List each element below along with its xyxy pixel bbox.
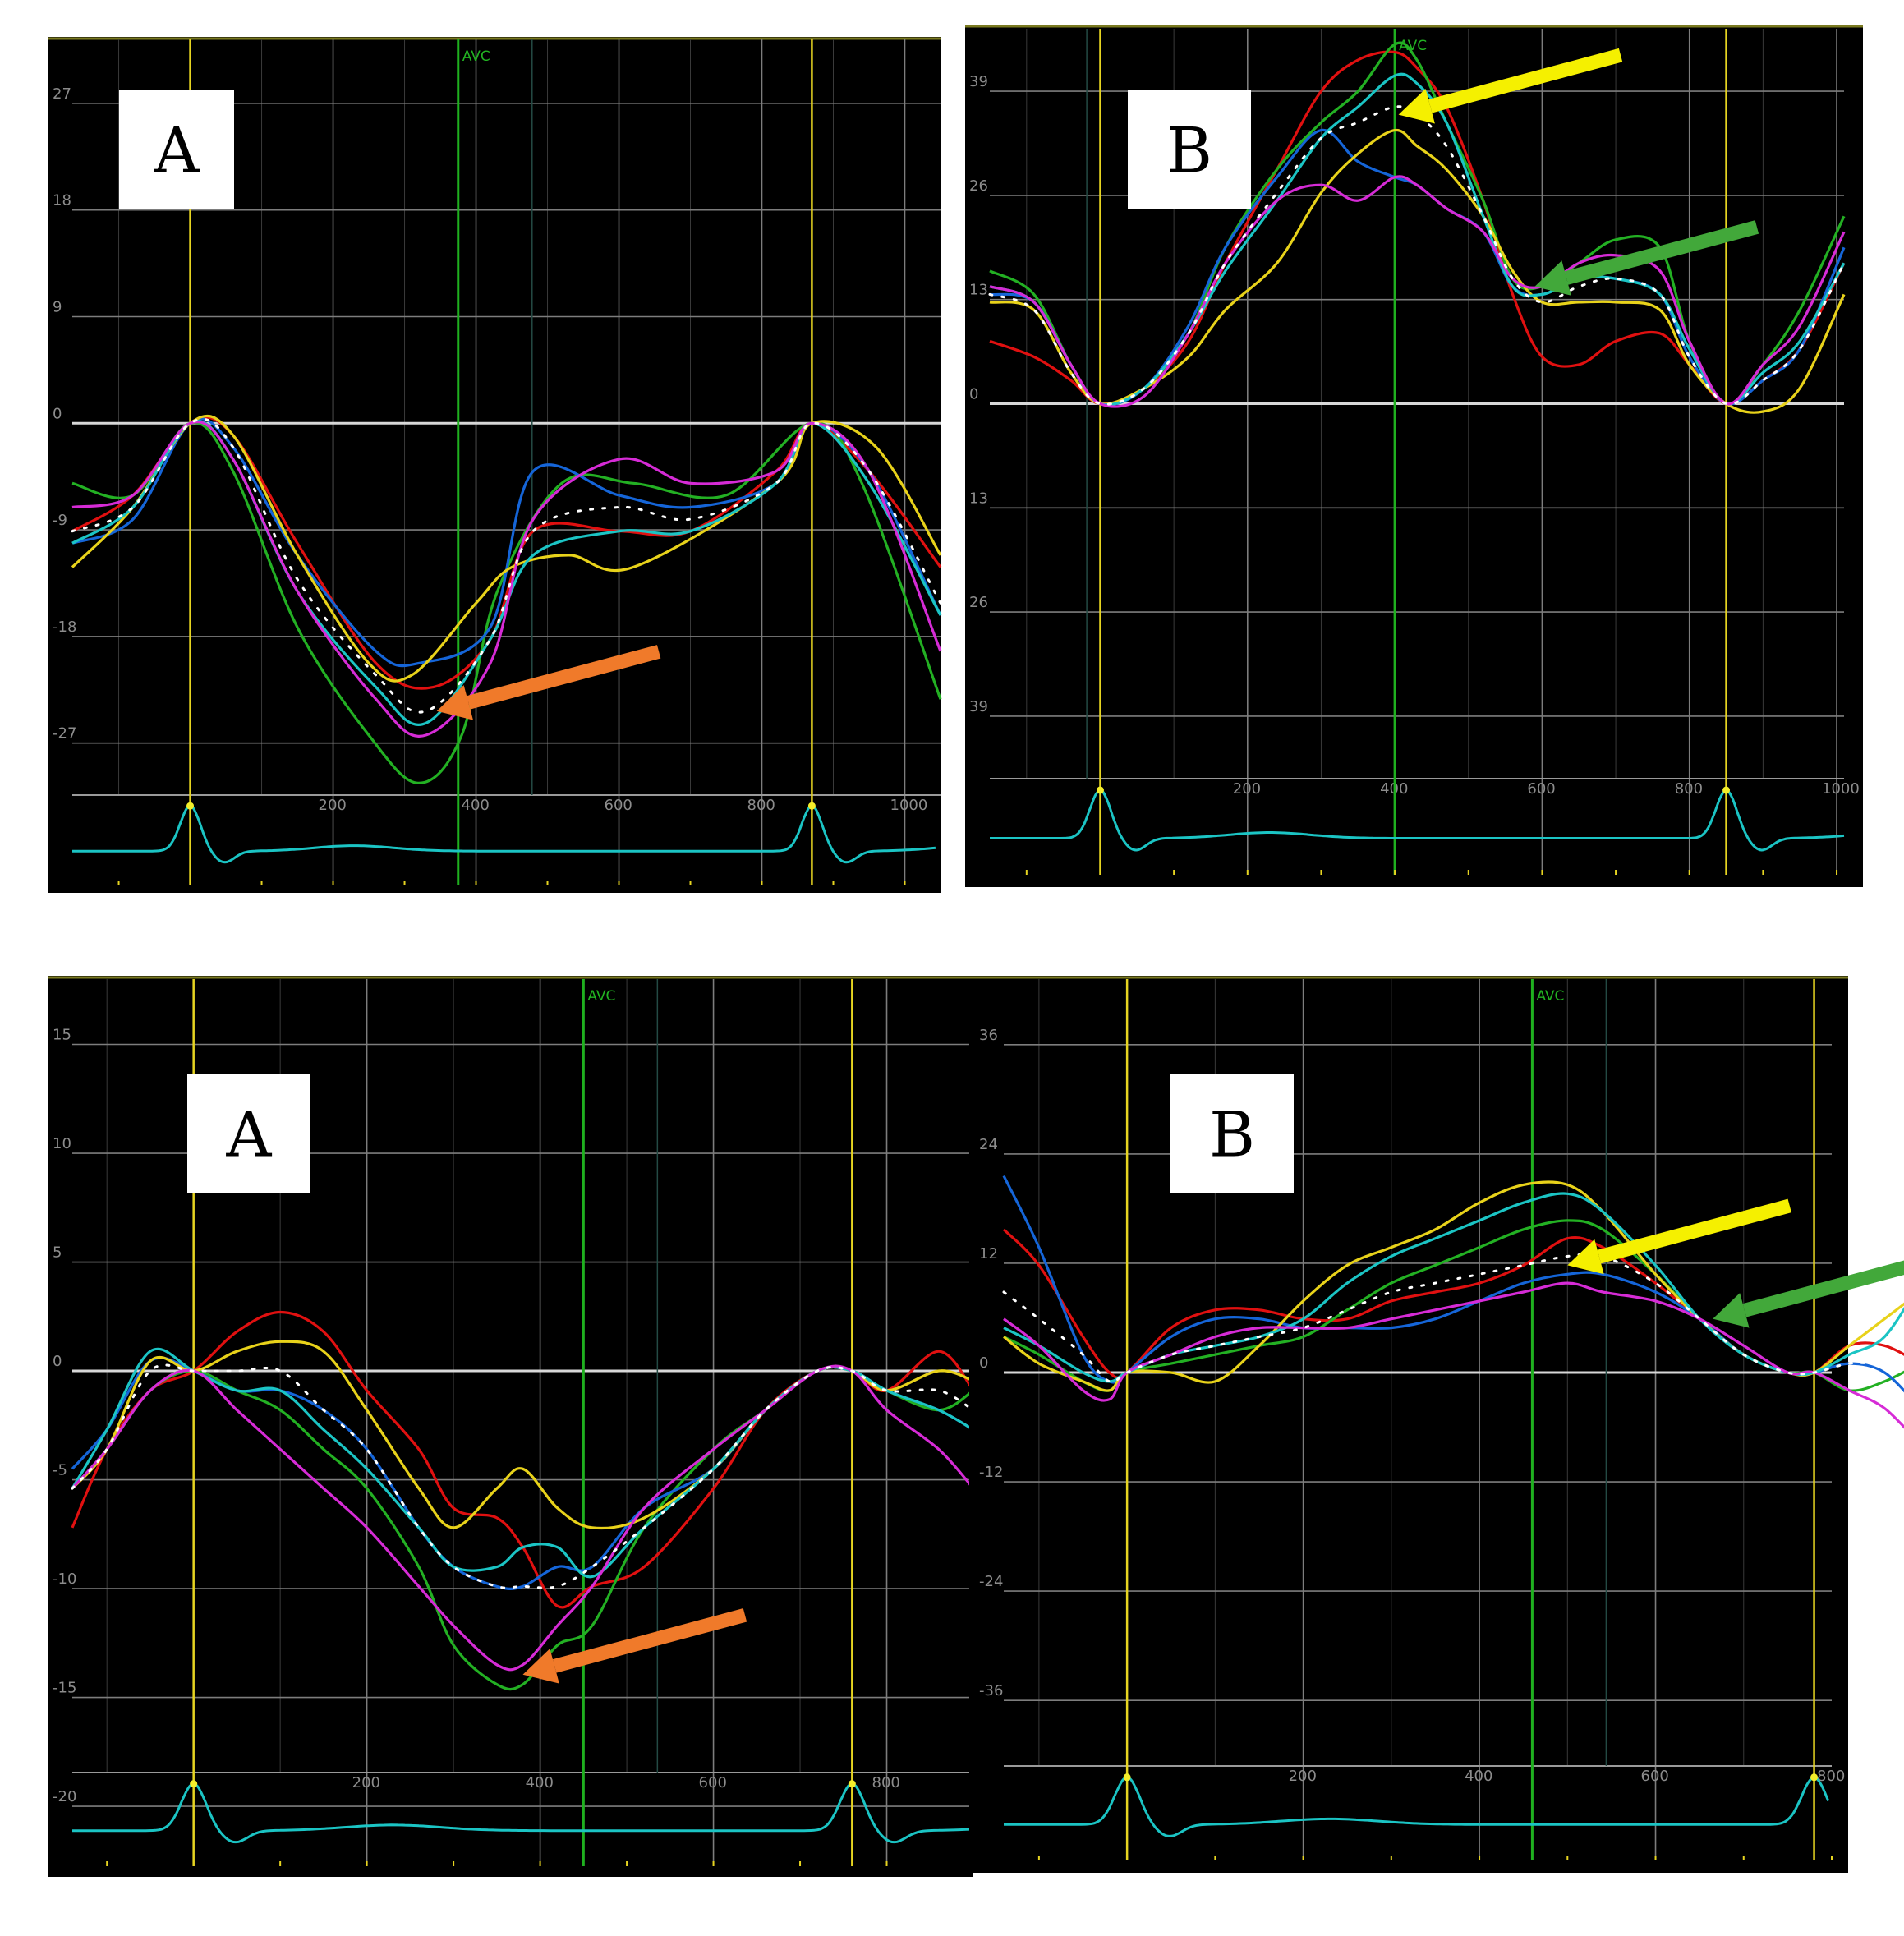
y-tick-label: -12 — [979, 1464, 1003, 1481]
y-tick-label: 39 — [969, 698, 988, 715]
y-tick-label: 0 — [53, 1353, 62, 1370]
x-tick-label: 200 — [319, 797, 347, 814]
x-tick-label: 200 — [1289, 1768, 1317, 1785]
panel-label-box — [1128, 90, 1251, 209]
panel-label-box — [187, 1074, 310, 1193]
x-tick-label: 800 — [1675, 780, 1703, 798]
x-tick-label: 600 — [1527, 780, 1555, 798]
yellow-arrow-head — [1567, 1239, 1604, 1275]
orange-arrow-shaft — [467, 645, 661, 710]
panel-label: B — [1166, 114, 1212, 187]
x-tick-label: 400 — [1465, 1768, 1492, 1785]
y-tick-label: -5 — [53, 1462, 67, 1479]
series-average-line — [988, 105, 1846, 406]
green-arrow-shaft — [1564, 220, 1759, 285]
y-tick-label: 9 — [53, 298, 62, 315]
chart-panel-bottom-left: 15 10 5 0 -5 -10 -15 -20 200 400 600 800 AVC A — [48, 976, 975, 1877]
avc-label: AVC — [1536, 988, 1564, 1005]
y-tick-label: 26 — [969, 594, 988, 611]
chart-panel-bottom-right: 36 24 12 0 -12 -24 -36 200 400 600 800 AVC B — [969, 976, 1904, 1873]
y-tick-label: 27 — [53, 85, 71, 103]
orange-arrow-head — [436, 685, 474, 720]
panel-label: B — [1209, 1098, 1255, 1171]
y-tick-label: 10 — [53, 1135, 71, 1152]
orange-arrow-shaft — [552, 1608, 747, 1673]
y-tick-label: 0 — [969, 386, 978, 403]
y-tick-label: -20 — [53, 1788, 76, 1805]
y-tick-label: -27 — [53, 725, 76, 743]
series-line — [71, 414, 942, 683]
y-tick-label: 0 — [53, 405, 62, 422]
panel-label: A — [226, 1098, 273, 1171]
y-tick-label: 5 — [53, 1244, 62, 1262]
ecg-peak-marker — [1810, 1773, 1819, 1782]
x-tick-label: 200 — [352, 1774, 380, 1791]
green-arrow-head — [1713, 1293, 1750, 1328]
x-tick-label: 1000 — [1822, 780, 1860, 798]
x-tick-label: 600 — [605, 797, 632, 814]
x-tick-label: 800 — [747, 797, 775, 814]
series-line — [989, 175, 1846, 408]
panel-background — [965, 25, 1863, 887]
ecg-trace — [71, 1782, 974, 1844]
panel-label: A — [154, 114, 200, 187]
y-tick-label: 24 — [979, 1136, 998, 1153]
y-tick-label: -15 — [53, 1680, 76, 1697]
y-tick-label: 39 — [969, 73, 988, 90]
ecg-peak-marker — [807, 802, 816, 810]
y-tick-label: 15 — [53, 1027, 71, 1044]
avc-label: AVC — [587, 988, 615, 1005]
y-tick-label: -36 — [979, 1682, 1003, 1699]
ecg-trace — [1004, 1776, 1830, 1837]
x-tick-label: 800 — [1817, 1768, 1845, 1785]
x-tick-label: 600 — [699, 1774, 727, 1791]
x-tick-label: 1000 — [890, 797, 928, 814]
y-tick-label: 18 — [53, 192, 71, 209]
x-tick-label: 600 — [1641, 1768, 1669, 1785]
ecg-peak-marker — [190, 1780, 198, 1788]
chart-panel-top-left: 27 18 9 0 -9 -18 -27 200 400 600 800 1000 AVC A — [48, 37, 942, 893]
panel-label-box — [119, 90, 234, 209]
yellow-arrow-shaft — [1428, 48, 1623, 113]
ecg-trace — [72, 805, 936, 864]
y-tick-label: -18 — [53, 619, 76, 636]
y-tick-label: 12 — [979, 1245, 998, 1262]
green-arrow-head — [1534, 260, 1571, 296]
yellow-arrow-head — [1398, 89, 1435, 124]
x-tick-label: 800 — [872, 1774, 900, 1791]
x-tick-label: 400 — [462, 797, 490, 814]
y-tick-label: 0 — [979, 1354, 988, 1372]
panel-background — [969, 976, 1848, 1873]
ecg-trace — [989, 789, 1845, 852]
x-tick-label: 400 — [526, 1774, 554, 1791]
y-tick-label: 26 — [969, 177, 988, 195]
ecg-peak-marker — [848, 1780, 856, 1788]
y-tick-label: -24 — [979, 1573, 1003, 1590]
green-arrow-shaft — [1742, 1260, 1904, 1317]
series-average-line — [71, 1363, 975, 1589]
y-tick-label: 36 — [979, 1027, 998, 1044]
y-tick-label: -9 — [53, 512, 67, 529]
x-tick-label: 200 — [1233, 780, 1261, 798]
panel-background — [48, 976, 973, 1877]
panel-label-box — [1170, 1074, 1294, 1193]
y-tick-label: 13 — [969, 282, 988, 299]
avc-label: AVC — [1399, 38, 1427, 54]
ecg-peak-marker — [186, 802, 195, 810]
chart-panel-top-right: 39261301326392004006008001000AVCB — [965, 25, 1863, 887]
ecg-peak-marker — [1123, 1773, 1131, 1782]
ecg-peak-marker — [1722, 786, 1731, 794]
series-line — [71, 421, 942, 738]
y-tick-label: 13 — [969, 490, 988, 507]
ecg-peak-marker — [1096, 786, 1104, 794]
yellow-arrow-shaft — [1597, 1198, 1791, 1264]
orange-arrow-head — [522, 1649, 559, 1684]
avc-label: AVC — [462, 48, 490, 65]
y-tick-label: -10 — [53, 1570, 76, 1588]
